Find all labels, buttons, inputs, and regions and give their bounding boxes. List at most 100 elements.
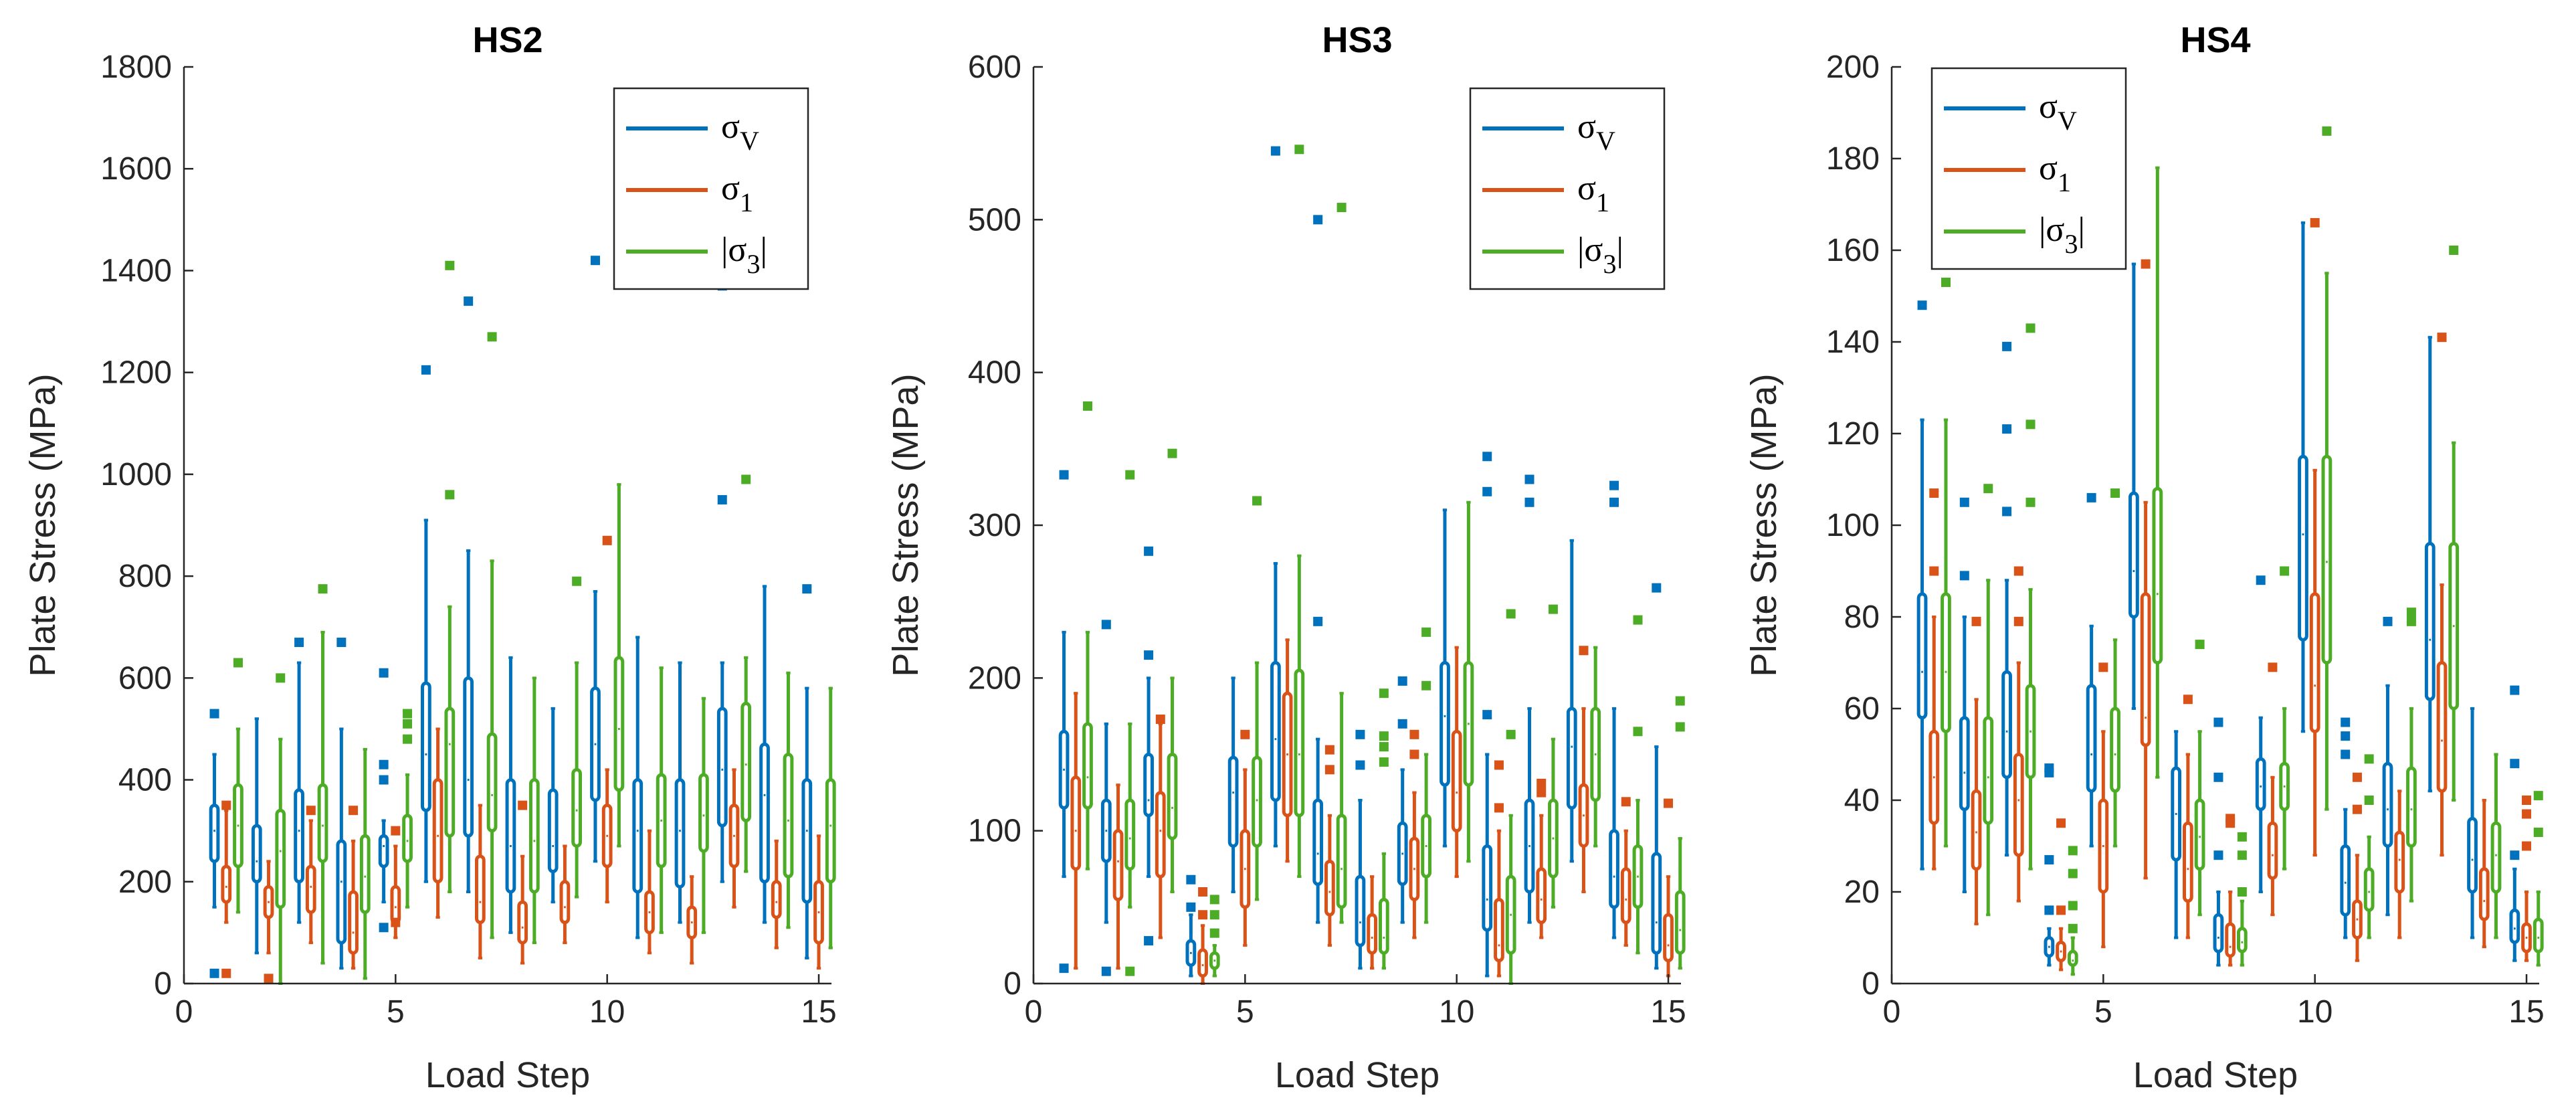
legend-suffix: | [1616, 231, 1623, 269]
outlier-point [1421, 680, 1431, 690]
box-sigma_3-step-14 [1632, 615, 1644, 955]
box-sigma_v-step-10 [590, 256, 601, 863]
outlier-point [1929, 566, 1939, 576]
box-body [517, 900, 528, 945]
box-body [294, 788, 304, 884]
box-body [1367, 913, 1378, 955]
axes: 0 20 40 60 80 100 120 140 160 180 200 0 5 10 15 [1826, 50, 2545, 1030]
y-tick-label: 600 [118, 660, 172, 696]
box-body [740, 701, 752, 822]
y-tick-label: 200 [968, 660, 1021, 696]
box-body [1609, 829, 1619, 909]
outlier-point [1270, 146, 1280, 156]
outlier-point [602, 535, 612, 545]
box-sigma_1-step-10 [2309, 217, 2320, 857]
outlier-point [403, 719, 413, 729]
box-body [1312, 798, 1324, 887]
box-sigma_1-step-3 [2013, 566, 2024, 903]
box-body [1167, 753, 1178, 840]
box-sigma_v-step-12 [674, 661, 686, 924]
outlier-point [2364, 754, 2374, 764]
x-tick-label: 5 [1236, 994, 1254, 1030]
box-body [2321, 454, 2333, 664]
box-sigma_v-step-15 [1651, 583, 1662, 970]
box-sigma_3-step-7 [486, 332, 498, 939]
outlier-point [421, 365, 431, 375]
x-tick-label: 10 [589, 994, 625, 1030]
legend-suffix: | [760, 231, 767, 269]
box-sigma_1-step-5 [2098, 662, 2109, 949]
box-sigma_v-step-2 [1959, 497, 1970, 893]
box-sigma_1-step-14 [771, 839, 782, 949]
outlier-point [1379, 731, 1389, 741]
box-sigma_3-step-5 [2110, 488, 2120, 848]
outlier-point [1379, 757, 1389, 767]
outlier-point [1355, 760, 1365, 770]
legend-label: |σ3| [2039, 211, 2085, 259]
outlier-point [741, 474, 751, 484]
outlier-point [2510, 850, 2520, 860]
box-sigma_v-step-15 [801, 584, 813, 959]
box-sigma_1-step-12 [2394, 790, 2405, 939]
outlier-point [403, 709, 413, 719]
box-body [2382, 761, 2393, 848]
outlier-point [2522, 841, 2532, 851]
box-sigma_3-step-4 [1209, 895, 1220, 978]
outlier-point [2533, 827, 2543, 837]
box-body [528, 778, 540, 894]
y-tick-label: 180 [1826, 141, 1880, 177]
box-sigma_1-step-14 [1620, 797, 1631, 947]
box-sigma_1-step-1 [1070, 692, 1082, 970]
outlier-point [233, 658, 243, 668]
box-sigma_v-step-9 [2255, 575, 2266, 893]
outlier-point [2044, 855, 2054, 865]
box-body [2478, 867, 2490, 921]
outlier-point [2406, 608, 2416, 618]
outlier-point [221, 800, 231, 810]
outlier-point [1144, 936, 1154, 946]
y-tick-label: 60 [1844, 691, 1880, 727]
box-body [674, 778, 686, 889]
box-sigma_1-step-8 [517, 800, 528, 965]
box-sigma_1-step-9 [2267, 662, 2278, 917]
box-sigma_1-step-5 [390, 826, 401, 939]
box-body [1451, 729, 1462, 833]
outlier-point [2056, 818, 2066, 828]
box-sigma_1-step-6 [2140, 259, 2151, 880]
outlier-point [209, 968, 219, 978]
box-sigma_v-step-9 [547, 707, 559, 904]
box-sigma_3-step-9 [571, 576, 583, 899]
box-sigma_1-step-8 [1367, 875, 1378, 970]
box-marks [1916, 126, 2544, 976]
outlier-point [1313, 215, 1323, 225]
outlier-point [1941, 277, 1951, 287]
outlier-point [2013, 566, 2023, 576]
box-body [2182, 821, 2193, 903]
x-axis-label: Load Step [425, 1055, 590, 1095]
box-sigma_3-step-13 [740, 474, 752, 873]
outlier-point [379, 668, 389, 678]
box-sigma_v-step-13 [716, 281, 728, 883]
series-sigma_1 [1928, 217, 2532, 971]
box-sigma_v-step-2 [251, 717, 262, 955]
legend-label: σV [2039, 88, 2077, 136]
box-body [2298, 454, 2308, 642]
box-sigma_1-step-10 [1451, 646, 1462, 878]
box-body [547, 788, 559, 874]
box-body [2533, 917, 2544, 953]
outlier-point [2213, 772, 2223, 782]
y-tick-label: 1000 [100, 457, 172, 492]
box-sigma_1-step-4 [2056, 818, 2066, 971]
outlier-point [221, 968, 231, 978]
box-sigma_1-step-4 [348, 806, 359, 970]
outlier-point [276, 673, 286, 683]
y-tick-label: 100 [968, 814, 1021, 849]
series-sigma_1 [1070, 638, 1674, 985]
outlier-point [1186, 874, 1196, 885]
legend-subscript: V [1596, 126, 1615, 156]
outlier-point [2533, 791, 2543, 801]
y-tick-label: 1400 [100, 253, 172, 288]
box-sigma_v-step-11 [1482, 452, 1493, 978]
